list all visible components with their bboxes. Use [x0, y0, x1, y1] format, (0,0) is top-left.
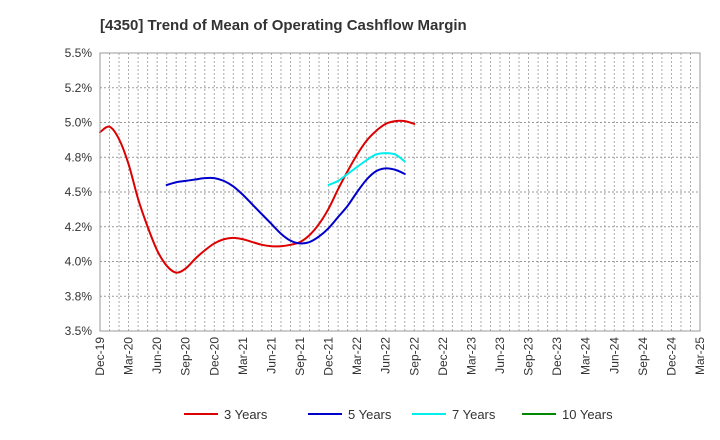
- y-tick-label: 3.8%: [65, 289, 93, 303]
- x-tick-label: Jun-20: [150, 337, 164, 374]
- x-tick-label: Mar-22: [350, 337, 364, 375]
- x-tick-label: Jun-24: [607, 337, 621, 374]
- legend-label: 7 Years: [452, 407, 496, 422]
- plot-border: [99, 52, 701, 332]
- legend: 3 Years 5 Years 7 Years 10 Years: [184, 407, 613, 422]
- x-tick-label: Mar-23: [464, 337, 478, 375]
- legend-label: 10 Years: [562, 407, 613, 422]
- x-tick-label: Dec-22: [436, 337, 450, 376]
- y-tick-label: 4.8%: [65, 150, 93, 164]
- x-axis: Dec-19 Mar-20 Jun-20 Sep-20 Dec-20 Mar-21 Jun-…: [93, 337, 707, 376]
- x-tick-label: Sep-21: [293, 337, 307, 376]
- x-tick-label: Jun-21: [264, 337, 278, 374]
- x-tick-label: Mar-21: [236, 337, 250, 375]
- y-tick-label: 4.0%: [65, 255, 93, 269]
- y-tick-label: 4.2%: [65, 220, 93, 234]
- y-tick-label: 5.2%: [65, 81, 93, 95]
- series-line-1: [99, 119, 416, 274]
- x-tick-label: Dec-21: [322, 337, 336, 376]
- y-tick-label: 5.5%: [65, 46, 93, 60]
- x-tick-label: Sep-24: [636, 337, 650, 376]
- x-tick-label: Dec-24: [664, 337, 678, 376]
- x-tick-label: Sep-23: [522, 337, 536, 376]
- x-tick-label: Mar-20: [122, 337, 136, 375]
- x-tick-label: Sep-22: [407, 337, 421, 376]
- legend-label: 5 Years: [348, 407, 392, 422]
- legend-label: 3 Years: [224, 407, 268, 422]
- y-tick-label: 5.0%: [65, 116, 93, 130]
- series-line-2: [165, 167, 406, 245]
- y-tick-label: 3.5%: [65, 324, 93, 338]
- y-tick-label: 4.5%: [65, 185, 93, 199]
- x-tick-label: Jun-22: [379, 337, 393, 374]
- chart-title: [4350] Trend of Mean of Operating Cashfl…: [100, 17, 467, 34]
- series-line-3: [327, 152, 406, 187]
- x-tick-label: Dec-20: [207, 337, 221, 376]
- series-layer: [99, 119, 416, 274]
- x-tick-label: Mar-25: [693, 337, 707, 375]
- x-tick-label: Dec-23: [550, 337, 564, 376]
- x-tick-label: Mar-24: [579, 337, 593, 375]
- x-tick-label: Dec-19: [93, 337, 107, 376]
- x-tick-label: Jun-23: [493, 337, 507, 374]
- y-axis: 3.5% 3.8% 4.0% 4.2% 4.5% 4.8% 5.0% 5.2% 5.5%: [65, 46, 93, 338]
- x-tick-label: Sep-20: [179, 337, 193, 376]
